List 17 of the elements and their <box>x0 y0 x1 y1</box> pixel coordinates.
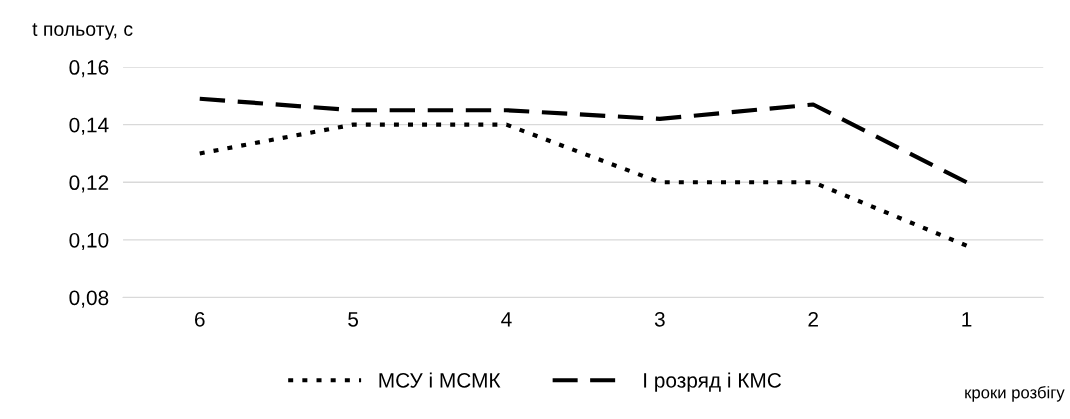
x-tick-label: 1 <box>962 312 972 327</box>
x-axis-title: кроки розбігу <box>965 386 1065 402</box>
y-tick-label: 0,14 <box>69 117 109 135</box>
y-tick-label: 0,08 <box>69 290 109 308</box>
legend-label: I розряд і КМС <box>644 372 782 392</box>
y-tick-label: 0,10 <box>69 232 109 251</box>
x-tick-label: 4 <box>501 312 512 327</box>
x-tick-label: 2 <box>808 311 818 327</box>
y-tick-label: 0,16 <box>69 60 109 78</box>
y-tick-label: 0,12 <box>69 175 109 193</box>
x-tick-label: 5 <box>348 312 359 327</box>
line-series <box>197 122 969 248</box>
x-tick-label: 6 <box>195 311 205 327</box>
x-tick-label: 3 <box>654 311 665 327</box>
y-axis-title: t польоту, с <box>32 23 133 40</box>
line-series <box>197 96 969 185</box>
legend-label: МСУ і МСМК <box>379 372 501 388</box>
